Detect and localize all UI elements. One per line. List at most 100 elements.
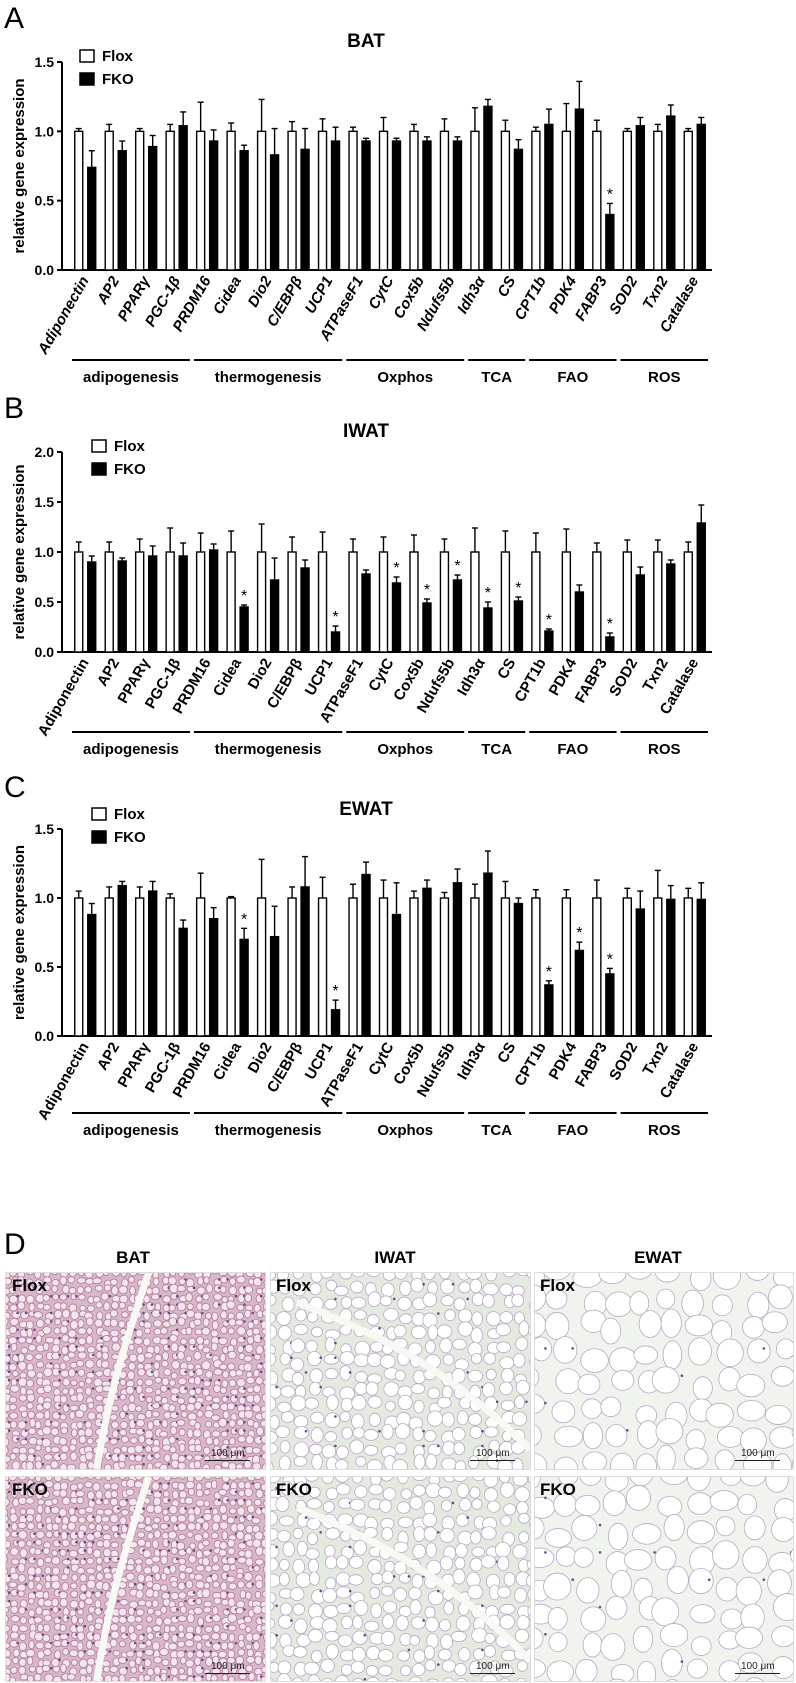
bar-ewat-fko-ap2 [117, 884, 127, 1037]
legend-label-fko: FKO [114, 461, 146, 478]
bar-ewat-fko-prdm16 [208, 918, 219, 1037]
bar-iwat-flox-fabp3 [592, 551, 602, 653]
y-tick-label: 1.0 [35, 544, 55, 560]
group-label-ewat-oxphos: Oxphos [377, 1122, 433, 1139]
chart-title-iwat: IWAT [343, 421, 389, 442]
bar-iwat-flox-atpasef1 [348, 551, 358, 653]
bar-iwat-flox-cidea [226, 551, 236, 653]
bar-ewat-flox-txn2 [653, 897, 663, 1037]
x-tick-label-iwat-ap2: AP2 [94, 656, 123, 690]
scale-bar-ewat-fko: 100 μm [735, 1660, 785, 1674]
histology-texture [535, 1477, 793, 1681]
x-tick-label-bat-txn2: Txn2 [640, 273, 673, 312]
bar-iwat-flox-ucp1 [317, 551, 328, 653]
bar-iwat-fko-ndufs5b [452, 579, 463, 653]
bar-bat-fko-ppargamma [147, 145, 158, 271]
significance-star-bat-fabp3: * [607, 186, 613, 203]
panel-letter-b: B [4, 392, 24, 425]
histology-ewat-fko [534, 1476, 794, 1682]
significance-star-iwat-cpt1b: * [546, 612, 552, 629]
group-label-bat-adipogenesis: adipogenesis [83, 369, 179, 386]
bar-ewat-flox-c-ebpbeta [287, 897, 297, 1037]
bar-ewat-fko-pdk4 [574, 949, 585, 1037]
x-tick-label-ewat-sod2: SOD2 [606, 1040, 641, 1084]
bar-bat-fko-cidea [239, 150, 249, 271]
histology-texture [271, 1273, 530, 1469]
significance-star-iwat-cox5b: * [424, 582, 430, 599]
x-tick-label-ewat-cs: CS [494, 1040, 519, 1067]
bar-iwat-flox-txn2 [653, 551, 663, 653]
bar-iwat-fko-pgc-1beta [178, 555, 188, 653]
bar-ewat-fko-ppargamma [147, 890, 158, 1037]
histology-iwat-fko [270, 1476, 531, 1682]
histology-title-ewat: EWAT [634, 1248, 682, 1267]
bar-bat-flox-pgc-1beta [165, 130, 175, 271]
bar-ewat-fko-c-ebpbeta [300, 886, 310, 1037]
panel-letter-d: D [4, 1228, 26, 1261]
bar-bat-flox-ucp1 [317, 130, 328, 271]
chart-ewat: C EWAT relative gene expression 0.0 0.5 1.0 1.… [4, 771, 712, 1139]
bar-iwat-fko-cox5b [422, 602, 432, 653]
bar-ewat-fko-sod2 [635, 908, 646, 1037]
bar-ewat-fko-idh3alpha [483, 872, 493, 1037]
bar-bat-flox-cpt1b [531, 130, 541, 271]
bar-ewat-flox-cidea [226, 897, 236, 1037]
bar-ewat-flox-cpt1b [531, 897, 541, 1037]
bar-iwat-flox-cox5b [409, 551, 419, 653]
histology-iwat-flox [270, 1272, 531, 1470]
bar-ewat-flox-cox5b [409, 897, 419, 1037]
legend-swatch-flox [91, 807, 107, 821]
bar-bat-fko-prdm16 [208, 140, 219, 271]
x-tick-label-bat-sod2: SOD2 [606, 273, 641, 317]
x-tick-label-ewat-dio2: Dio2 [245, 1040, 276, 1077]
bar-iwat-flox-pgc-1beta [165, 551, 175, 653]
bar-bat-flox-cidea [226, 130, 236, 271]
bar-ewat-flox-idh3alpha [470, 897, 480, 1037]
scale-bar-bat-fko: 100 μm [205, 1660, 255, 1674]
scale-bar-ewat-flox: 100 μm [735, 1447, 785, 1461]
group-label-ewat-ros: ROS [648, 1122, 681, 1139]
bar-bat-fko-atpasef1 [361, 140, 371, 271]
bar-ewat-flox-fabp3 [592, 897, 602, 1037]
bar-bat-flox-ap2 [104, 130, 114, 271]
scale-bar-iwat-flox: 100 μm [470, 1447, 520, 1461]
histology-ewat-flox [534, 1272, 794, 1470]
bar-ewat-flox-ap2 [104, 897, 114, 1037]
x-tick-label-iwat-dio2: Dio2 [245, 656, 276, 693]
bar-bat-flox-prdm16 [195, 130, 206, 271]
x-tick-label-ewat-ap2: AP2 [94, 1040, 123, 1074]
bar-iwat-fko-adiponectin [87, 561, 97, 653]
y-tick-label: 0.0 [35, 644, 55, 660]
histology-title-bat: BAT [116, 1248, 150, 1267]
bar-bat-fko-ndufs5b [452, 140, 463, 271]
x-tick-label-bat-cidea: Cidea [210, 274, 245, 318]
legend-swatch-flox [79, 49, 95, 63]
bar-ewat-fko-cpt1b [544, 984, 554, 1037]
significance-star-ewat-pdk4: * [576, 925, 582, 942]
bar-bat-fko-ap2 [117, 150, 127, 271]
bar-iwat-flox-cytc [378, 551, 389, 653]
bar-iwat-fko-atpasef1 [361, 573, 371, 653]
significance-star-iwat-cs: * [515, 580, 521, 597]
group-label-iwat-oxphos: Oxphos [377, 741, 433, 758]
bar-bat-fko-c-ebpbeta [300, 148, 310, 271]
histology-texture [6, 1477, 265, 1681]
chart-iwat: B IWAT relative gene expression 0.0 0.5 1.0 1.… [4, 392, 712, 758]
bar-ewat-fko-fabp3 [605, 973, 615, 1037]
histology-row-label-flox-iwat: Flox [276, 1276, 311, 1295]
x-tick-label-iwat-adiponectin: Adiponectin [35, 656, 93, 740]
chart-title-ewat: EWAT [339, 799, 393, 820]
y-tick-label: 2.0 [35, 444, 55, 460]
bar-ewat-fko-atpasef1 [361, 873, 371, 1037]
bar-iwat-flox-adiponectin [74, 551, 84, 653]
bar-iwat-fko-ap2 [117, 560, 127, 653]
group-label-ewat-adipogenesis: adipogenesis [83, 1122, 179, 1139]
y-axis-label-iwat: relative gene expression [11, 464, 28, 639]
x-tick-label-iwat-cs: CS [494, 656, 519, 683]
significance-star-iwat-ucp1: * [332, 609, 338, 626]
bar-iwat-fko-cs [513, 600, 524, 653]
group-label-bat-tca: TCA [481, 369, 512, 386]
bar-ewat-fko-txn2 [666, 898, 676, 1037]
bar-bat-flox-sod2 [622, 130, 633, 271]
bar-ewat-fko-cytc [391, 913, 402, 1037]
